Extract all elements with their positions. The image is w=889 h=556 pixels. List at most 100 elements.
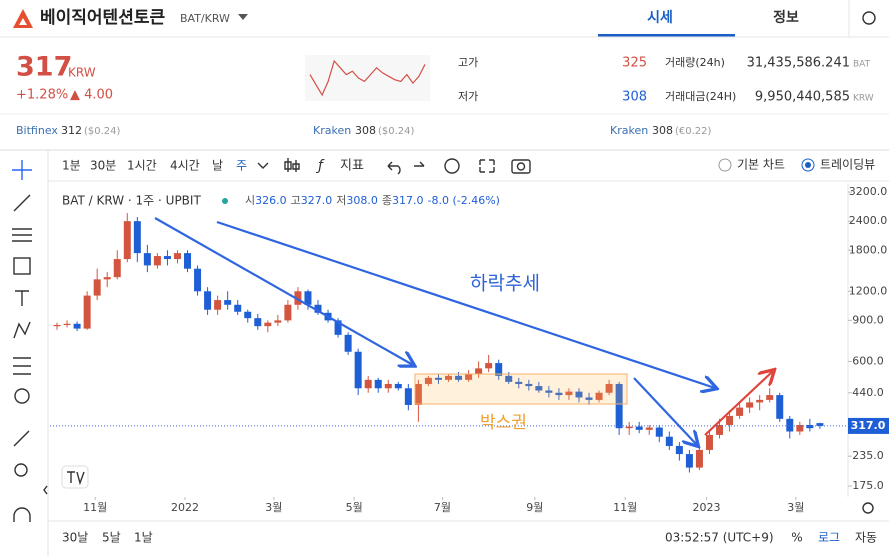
candle-body — [334, 320, 342, 335]
text-tool[interactable] — [15, 290, 29, 306]
candle-body — [455, 375, 463, 380]
settings-icon[interactable] — [862, 11, 876, 25]
line-tool[interactable] — [13, 194, 31, 212]
y-tick-label: 1800.0 — [849, 243, 888, 256]
axis-settings[interactable] — [862, 502, 874, 514]
radio[interactable] — [718, 158, 732, 172]
exchange-name[interactable]: Kraken — [610, 124, 648, 137]
candle-body — [695, 449, 703, 468]
range-button[interactable]: 30날 — [62, 531, 88, 545]
redo[interactable] — [414, 161, 425, 167]
auto-toggle[interactable]: 자동 — [855, 531, 877, 545]
stat-label: 거래대금(24H) — [665, 90, 736, 103]
exchange-name[interactable]: Bitfinex — [16, 124, 58, 137]
mode[interactable]: 기본 차트 — [737, 158, 785, 172]
zoom-tool[interactable] — [14, 463, 28, 477]
percent-toggle[interactable]: % — [791, 531, 802, 545]
sparkline — [309, 59, 426, 97]
tab[interactable]: 시세 — [647, 10, 673, 26]
exchange-price: 308 — [355, 124, 376, 137]
chart-toolbar: ƒ 1분 30분 1시간 4시간 날 주 지표 기본 차트 트레이딩뷰 — [62, 158, 875, 175]
candle-body — [133, 221, 141, 254]
exchange-fiat: (€0.22) — [675, 126, 712, 137]
stat-unit: KRW — [853, 94, 874, 104]
y-tick-label: 235.0 — [852, 449, 884, 462]
candle-body — [304, 291, 312, 305]
candle-body — [685, 454, 693, 468]
candle-body — [575, 391, 583, 398]
range-button[interactable]: 5날 — [102, 531, 121, 545]
ohlc-legend: 시326.0 고327.0 저308.0 종317.0 -8.0 (-2.46%) — [245, 194, 500, 207]
settings-icon[interactable] — [444, 158, 460, 174]
candle-body — [756, 399, 764, 403]
measure-tool[interactable] — [13, 430, 30, 447]
candle-body — [344, 334, 352, 352]
interval[interactable]: 1시간 — [127, 159, 157, 173]
candle-body — [163, 256, 171, 260]
exchange-name[interactable]: Kraken — [313, 124, 351, 137]
stat-value: 325 — [622, 56, 647, 71]
crosshair-tool[interactable] — [12, 160, 32, 180]
range-box — [414, 373, 628, 405]
y-tick-label: 900.0 — [852, 313, 884, 326]
prediction-tool[interactable] — [13, 357, 31, 375]
candle-body — [475, 368, 483, 374]
candle-body — [214, 300, 222, 310]
price: 317 — [16, 52, 72, 83]
pattern-tool[interactable] — [13, 321, 31, 339]
candle-body — [294, 291, 302, 305]
candle-body — [354, 351, 362, 389]
interval[interactable]: 4시간 — [170, 159, 200, 173]
candle-body — [314, 304, 322, 313]
chart-type-icon[interactable] — [284, 158, 300, 172]
stat-label: 저가 — [458, 90, 478, 103]
indicators[interactable]: 지표 — [340, 159, 364, 174]
shape-tool[interactable] — [13, 257, 31, 275]
interval[interactable]: 주 — [236, 159, 247, 173]
candle-body — [224, 300, 232, 305]
candle-body — [645, 427, 653, 430]
candle-body — [595, 392, 603, 400]
candle-body — [485, 363, 493, 369]
candle-body — [194, 268, 202, 292]
magnet-tool[interactable] — [13, 507, 31, 522]
price-unit: KRW — [68, 66, 96, 80]
candle-body — [374, 379, 382, 389]
icon-tool[interactable] — [14, 388, 30, 404]
ohlc-value: 326.0 — [255, 194, 287, 207]
undo[interactable] — [387, 161, 401, 175]
interval[interactable]: 1분 — [62, 159, 81, 173]
radio[interactable] — [801, 158, 815, 172]
exchanges: Bitfinex 312 ($0.24) Kraken 308 ($0.24) Kraken… — [16, 124, 712, 137]
ohlc-change: -8.0 (-2.46%) — [428, 194, 500, 207]
snapshot-icon[interactable] — [511, 159, 531, 174]
radio-dot — [805, 162, 811, 168]
stat-value: 31,435,586.241 — [747, 56, 850, 71]
ohlc-value: 317.0 — [392, 194, 424, 207]
candle-body — [665, 436, 673, 446]
dropdown[interactable] — [238, 14, 248, 20]
ohlc-label: 저 — [336, 194, 346, 207]
interval-dropdown[interactable] — [257, 162, 269, 169]
tv-logo[interactable] — [61, 465, 89, 489]
range-button[interactable]: 1날 — [134, 531, 153, 545]
tab[interactable]: 정보 — [773, 9, 799, 26]
candle-body — [776, 395, 784, 419]
interval[interactable]: 날 — [212, 159, 223, 173]
candle-body — [254, 318, 262, 327]
candle-body — [184, 253, 192, 269]
fib-tool[interactable] — [12, 228, 32, 242]
candle-body — [63, 323, 71, 325]
mode[interactable]: 트레이딩뷰 — [820, 158, 875, 172]
log-toggle[interactable]: 로그 — [818, 531, 840, 545]
x-tick-label: 9월 — [526, 501, 543, 514]
logo-inner — [19, 18, 27, 25]
fx-icon[interactable]: ƒ — [315, 158, 325, 174]
candle-body — [244, 311, 252, 319]
fullscreen-icon[interactable] — [479, 159, 495, 173]
collapse[interactable] — [43, 485, 48, 495]
ohlc-label: 종 — [382, 194, 392, 207]
ohlc-label: 고 — [291, 194, 301, 207]
interval[interactable]: 30분 — [90, 159, 116, 173]
